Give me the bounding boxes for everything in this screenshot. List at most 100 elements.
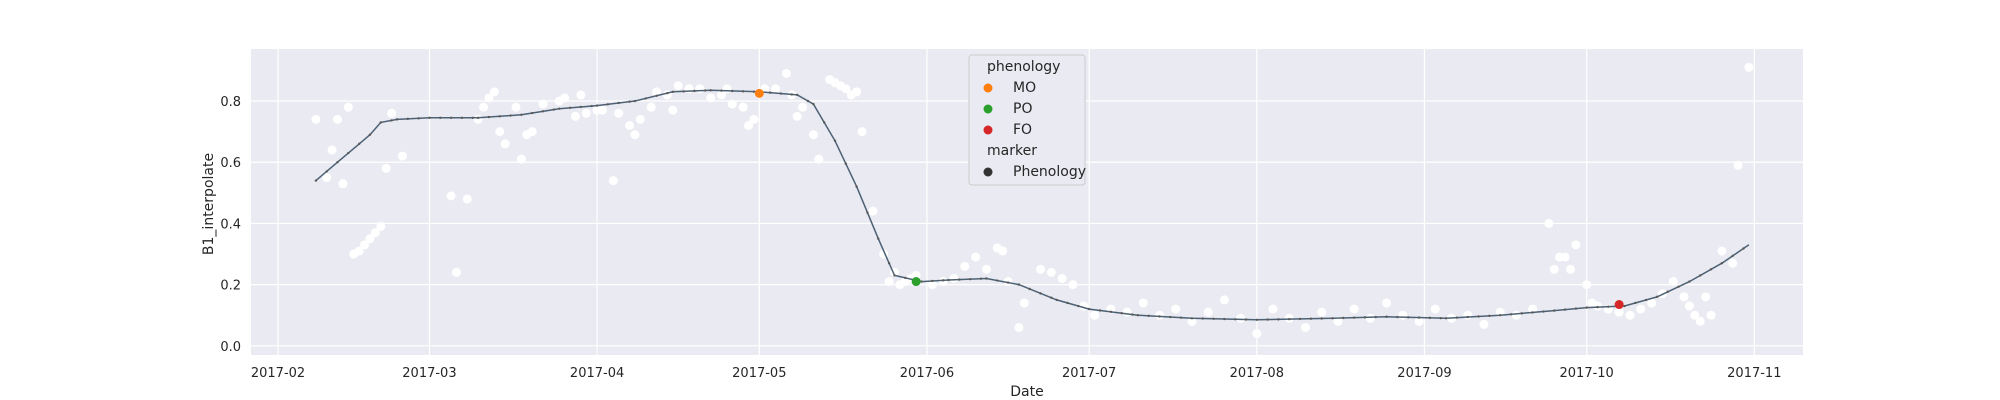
curve-marker bbox=[1477, 315, 1480, 318]
curve-marker bbox=[1607, 305, 1610, 308]
phenology-markers bbox=[754, 88, 1624, 310]
x-tick-label: 2017-05 bbox=[732, 366, 786, 381]
raw-point bbox=[1744, 62, 1754, 72]
raw-point bbox=[981, 264, 991, 274]
curve-marker bbox=[558, 107, 561, 110]
curve-marker bbox=[395, 118, 399, 121]
curve-marker bbox=[947, 278, 950, 282]
curve-marker bbox=[1169, 315, 1172, 319]
raw-point bbox=[1236, 313, 1246, 323]
curve-marker bbox=[920, 280, 923, 283]
curve-marker bbox=[655, 94, 658, 97]
curve-marker bbox=[1277, 318, 1280, 321]
raw-point bbox=[354, 246, 364, 256]
curve-marker bbox=[1109, 310, 1113, 314]
curve-marker bbox=[931, 279, 934, 283]
curve-marker bbox=[1363, 316, 1367, 319]
curve-marker bbox=[1212, 317, 1215, 320]
raw-point bbox=[635, 114, 645, 124]
raw-point bbox=[814, 154, 824, 164]
raw-point bbox=[560, 93, 570, 103]
raw-point bbox=[1647, 298, 1657, 308]
curve-marker bbox=[958, 278, 961, 281]
curve-marker bbox=[1498, 314, 1502, 317]
raw-point bbox=[1479, 319, 1489, 329]
curve-marker bbox=[595, 104, 599, 107]
curve-marker bbox=[379, 121, 382, 124]
raw-point bbox=[1717, 246, 1727, 256]
raw-point bbox=[1582, 280, 1592, 290]
raw-point bbox=[798, 102, 808, 112]
raw-point bbox=[1398, 310, 1408, 320]
curve-marker bbox=[1731, 254, 1734, 258]
raw-point bbox=[1668, 277, 1678, 287]
raw-point bbox=[1154, 310, 1164, 320]
raw-point bbox=[1138, 298, 1148, 308]
curve-marker bbox=[1396, 315, 1399, 319]
raw-point bbox=[781, 68, 791, 78]
raw-point bbox=[1684, 301, 1694, 311]
raw-point bbox=[1733, 160, 1743, 170]
raw-point bbox=[1414, 316, 1424, 326]
x-tick-label: 2017-02 bbox=[251, 366, 305, 381]
raw-point bbox=[1090, 310, 1100, 320]
raw-point bbox=[1549, 264, 1559, 274]
curve-marker bbox=[1028, 287, 1031, 291]
phenology-marker-fo bbox=[1614, 300, 1624, 310]
curve-marker bbox=[806, 99, 810, 103]
curve-marker bbox=[1439, 316, 1442, 320]
raw-point bbox=[1014, 322, 1024, 332]
raw-point bbox=[1571, 240, 1581, 250]
legend-box bbox=[968, 54, 1086, 186]
raw-point bbox=[333, 114, 343, 124]
x-tick-label: 2017-11 bbox=[1727, 366, 1781, 381]
raw-point bbox=[1560, 252, 1570, 262]
curve-marker bbox=[893, 274, 896, 277]
x-axis-label: Date bbox=[1010, 384, 1043, 400]
raw-point bbox=[387, 108, 397, 118]
raw-point bbox=[695, 84, 705, 94]
curve-marker bbox=[877, 237, 880, 240]
raw-point bbox=[1706, 310, 1716, 320]
curve-marker bbox=[1190, 317, 1194, 320]
raw-point bbox=[1690, 310, 1700, 320]
curve-marker bbox=[541, 110, 545, 113]
legend-po-swatch bbox=[983, 104, 993, 114]
raw-point bbox=[479, 102, 489, 112]
curve-marker bbox=[628, 100, 631, 103]
curve-marker bbox=[568, 106, 572, 109]
raw-point bbox=[630, 130, 640, 140]
curve-marker bbox=[347, 151, 350, 155]
curve-marker bbox=[644, 97, 647, 100]
curve-marker bbox=[1120, 311, 1123, 315]
raw-point bbox=[625, 121, 635, 130]
y-tick-label: 0.6 bbox=[220, 156, 241, 171]
raw-point bbox=[1068, 280, 1078, 290]
curve-marker bbox=[833, 139, 837, 142]
curve-marker bbox=[1087, 307, 1091, 311]
raw-point bbox=[1511, 310, 1521, 320]
curve-marker bbox=[1520, 312, 1524, 315]
curve-marker bbox=[741, 90, 745, 93]
curve-marker bbox=[1233, 318, 1237, 321]
curve-marker bbox=[1298, 317, 1302, 321]
raw-point bbox=[1300, 322, 1310, 332]
curve-marker bbox=[1709, 268, 1713, 271]
curve-marker bbox=[1455, 316, 1459, 319]
raw-point bbox=[1203, 307, 1213, 317]
curve-marker bbox=[1017, 283, 1021, 286]
curve-marker bbox=[1077, 304, 1080, 308]
raw-point bbox=[1614, 307, 1624, 317]
curve-marker bbox=[731, 89, 734, 93]
curve-marker bbox=[941, 279, 945, 282]
curve-marker bbox=[969, 277, 972, 281]
raw-point bbox=[489, 87, 499, 97]
curve-marker bbox=[1417, 316, 1421, 319]
curve-marker bbox=[336, 161, 339, 164]
interpolated-curve-markers bbox=[314, 89, 1745, 322]
raw-point bbox=[971, 252, 981, 262]
curve-marker bbox=[1720, 262, 1724, 265]
raw-point bbox=[722, 84, 732, 94]
curve-marker bbox=[1655, 295, 1659, 299]
x-tick-label: 2017-06 bbox=[900, 366, 954, 381]
